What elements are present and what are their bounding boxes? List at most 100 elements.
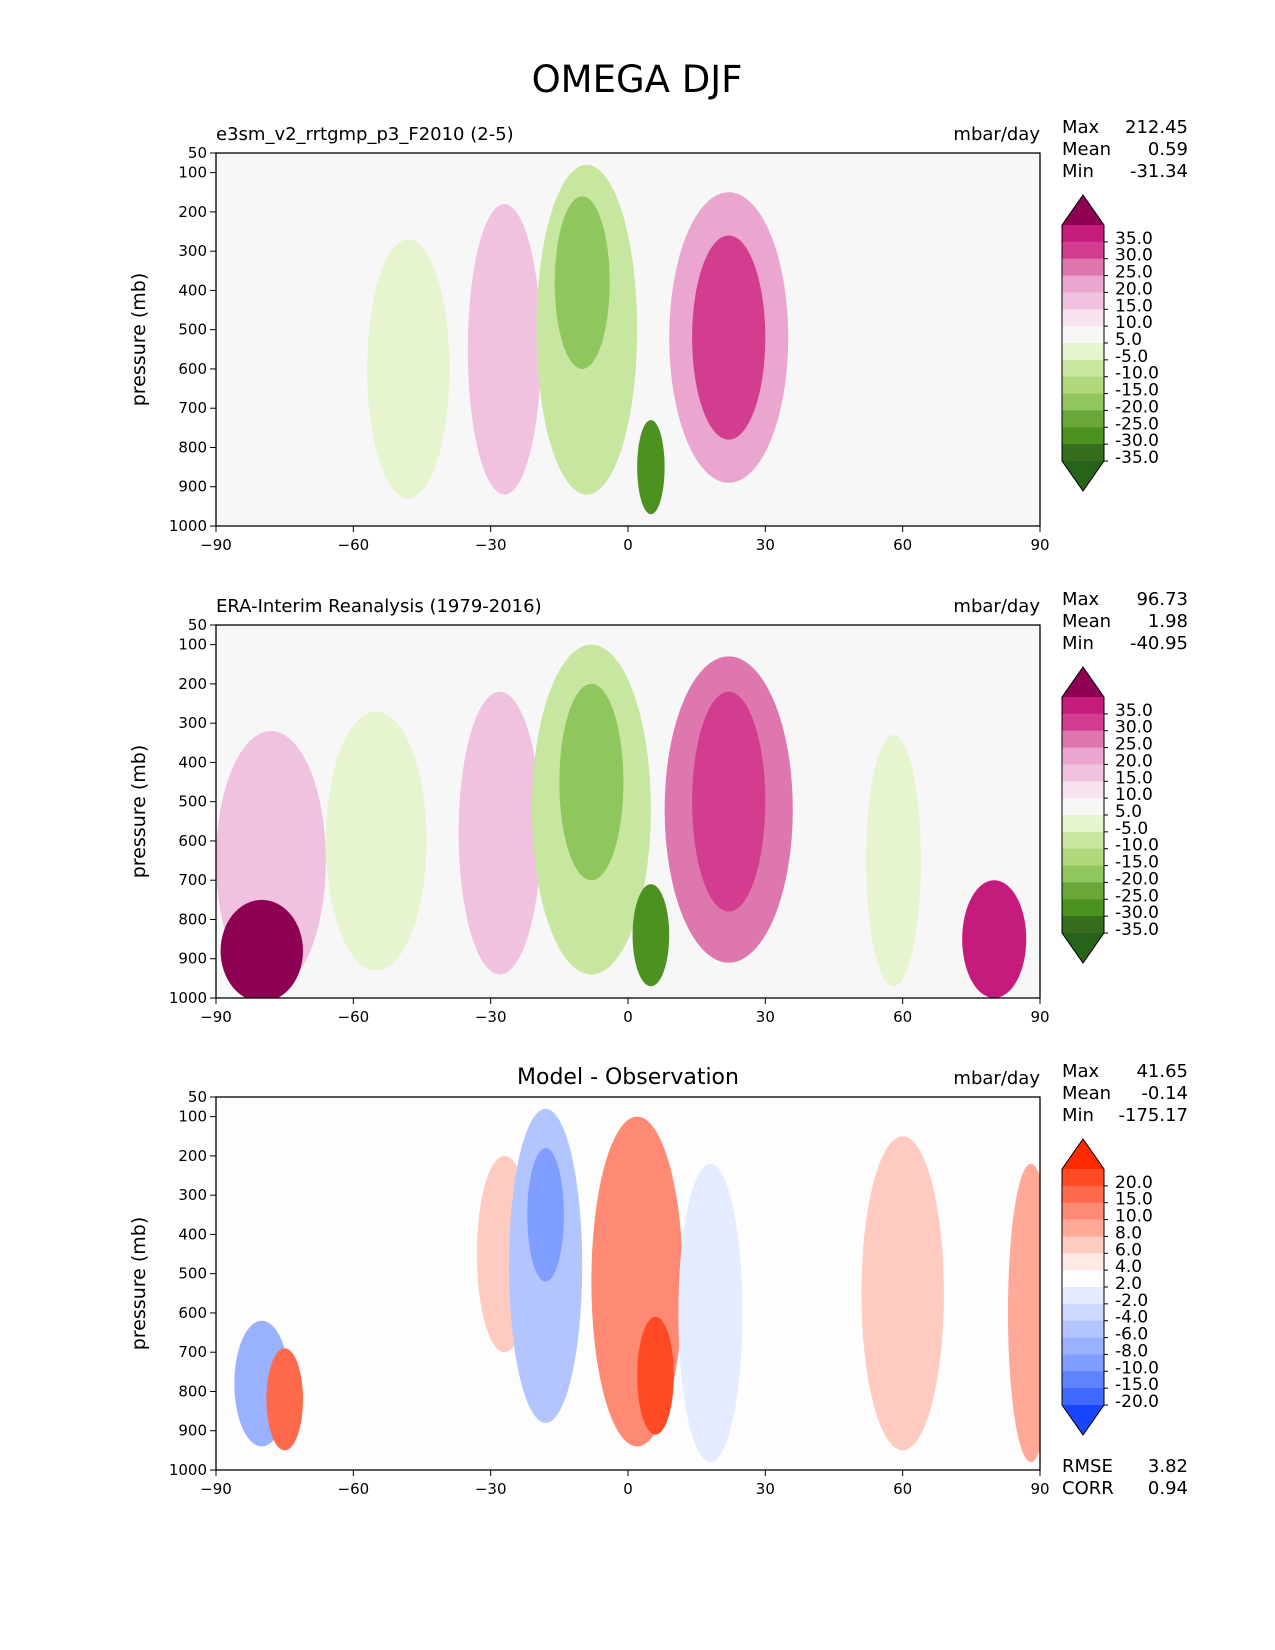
contour-field bbox=[216, 644, 1027, 998]
colorbar-label: -15.0 bbox=[1115, 1375, 1159, 1395]
x-tick-label: −60 bbox=[338, 536, 370, 554]
colorbar-band bbox=[1062, 359, 1104, 378]
stat-label: Mean bbox=[1062, 611, 1111, 632]
units-label: mbar/day bbox=[953, 124, 1040, 145]
contour-positive-south-high-latitude bbox=[266, 1348, 303, 1451]
y-tick-label: 500 bbox=[178, 793, 207, 811]
colorbar-band bbox=[1062, 1270, 1104, 1288]
contour-negative-core-at-8 bbox=[559, 683, 624, 881]
colorbar-label: -10.0 bbox=[1115, 836, 1159, 856]
metric-label: CORR bbox=[1062, 1478, 1114, 1499]
y-tick-label: 50 bbox=[188, 144, 207, 162]
colorbar-label: -10.0 bbox=[1115, 364, 1159, 384]
colorbar-label: -2.0 bbox=[1115, 1291, 1148, 1311]
colorbar-band bbox=[1062, 1287, 1104, 1305]
stat-label: Mean bbox=[1062, 139, 1111, 160]
x-tick-label: −60 bbox=[338, 1008, 370, 1026]
y-tick-label: 300 bbox=[178, 1186, 207, 1204]
colorbar-label: -35.0 bbox=[1115, 448, 1159, 468]
colorbar-label: 30.0 bbox=[1115, 718, 1153, 738]
panel-title: ERA-Interim Reanalysis (1979-2016) bbox=[216, 596, 542, 617]
colorbar-label: 20.0 bbox=[1115, 1173, 1153, 1193]
x-tick-label: 90 bbox=[1030, 536, 1049, 554]
y-tick-label: 900 bbox=[178, 950, 207, 968]
colorbar-band bbox=[1062, 326, 1104, 344]
y-tick-label: 800 bbox=[178, 438, 207, 456]
y-tick-label: 500 bbox=[178, 1265, 207, 1283]
x-tick-label: −30 bbox=[475, 1008, 507, 1026]
colorbar-band bbox=[1062, 427, 1104, 445]
colorbar-label: 30.0 bbox=[1115, 246, 1153, 266]
stat-value: 0.59 bbox=[1148, 139, 1188, 160]
colorbar-band bbox=[1062, 848, 1104, 867]
y-tick-label: 900 bbox=[178, 1422, 207, 1440]
contour-negative-band-near-55 bbox=[325, 711, 427, 971]
colorbar-band bbox=[1062, 309, 1104, 327]
colorbar-label: 4.0 bbox=[1115, 1257, 1142, 1277]
colorbar-band bbox=[1062, 343, 1104, 361]
colorbar-band bbox=[1062, 376, 1104, 395]
colorbar-label: 5.0 bbox=[1115, 802, 1142, 822]
colorbar-band bbox=[1062, 275, 1104, 293]
y-axis-label: pressure (mb) bbox=[128, 1217, 150, 1351]
y-tick-label: 1000 bbox=[169, 517, 207, 535]
colorbar-band bbox=[1062, 747, 1104, 765]
colorbar-band bbox=[1062, 241, 1104, 260]
y-tick-label: 100 bbox=[178, 1108, 207, 1126]
colorbar-band bbox=[1062, 882, 1104, 900]
contour-positive-core-at-6 bbox=[637, 1316, 674, 1435]
colorbar-band bbox=[1062, 1202, 1104, 1221]
contour-positive-band-at-60 bbox=[861, 1136, 944, 1451]
colorbar-label: 20.0 bbox=[1115, 279, 1153, 299]
contour-field bbox=[367, 164, 789, 515]
colorbar-label: 35.0 bbox=[1115, 701, 1153, 721]
contour-negative-band-near-48 bbox=[367, 239, 450, 499]
stat-value: -175.17 bbox=[1119, 1105, 1188, 1126]
colorbar-label: 15.0 bbox=[1115, 296, 1153, 316]
colorbar-label: 5.0 bbox=[1115, 330, 1142, 350]
colorbar-label: -25.0 bbox=[1115, 886, 1159, 906]
colorbar-label: 15.0 bbox=[1115, 1190, 1153, 1210]
colorbar-label: -8.0 bbox=[1115, 1341, 1148, 1361]
colorbar-extend-top bbox=[1062, 667, 1104, 697]
x-tick-label: −60 bbox=[338, 1480, 370, 1498]
colorbar-label: -4.0 bbox=[1115, 1308, 1148, 1328]
colorbar-label: 15.0 bbox=[1115, 768, 1153, 788]
y-tick-label: 300 bbox=[178, 242, 207, 260]
colorbar-extend-bottom bbox=[1062, 1405, 1104, 1435]
y-tick-label: 50 bbox=[188, 616, 207, 634]
stat-value: -40.95 bbox=[1130, 633, 1188, 654]
y-tick-label: 800 bbox=[178, 910, 207, 928]
colorbar-band bbox=[1062, 292, 1104, 310]
x-tick-label: 90 bbox=[1030, 1008, 1049, 1026]
stat-label: Mean bbox=[1062, 1083, 1111, 1104]
colorbar-label: -15.0 bbox=[1115, 381, 1159, 401]
y-axis-label: pressure (mb) bbox=[128, 273, 150, 407]
colorbar-band bbox=[1062, 781, 1104, 799]
x-tick-label: −30 bbox=[475, 1480, 507, 1498]
contour-positive-band-at-88 bbox=[1007, 1163, 1040, 1463]
colorbar-band bbox=[1062, 1169, 1104, 1187]
x-tick-label: 30 bbox=[756, 1480, 775, 1498]
colorbar-band bbox=[1062, 831, 1104, 850]
contour-negative-core-at-18 bbox=[527, 1148, 564, 1282]
colorbar-band bbox=[1062, 1320, 1104, 1339]
x-tick-label: 60 bbox=[893, 1480, 912, 1498]
colorbar-extend-top bbox=[1062, 1139, 1104, 1169]
y-axis-label: pressure (mb) bbox=[128, 745, 150, 879]
metric-label: RMSE bbox=[1062, 1456, 1113, 1477]
contour-negative-core-at-5 bbox=[637, 419, 665, 515]
stat-value: 1.98 bbox=[1148, 611, 1188, 632]
y-tick-label: 1000 bbox=[169, 989, 207, 1007]
y-tick-label: 900 bbox=[178, 478, 207, 496]
stat-value: -0.14 bbox=[1141, 1083, 1188, 1104]
colorbar-band bbox=[1062, 798, 1104, 816]
contour-positive-north-high-latitude bbox=[962, 880, 1027, 998]
colorbar-label: -20.0 bbox=[1115, 1392, 1159, 1412]
colorbar-band bbox=[1062, 1371, 1104, 1389]
colorbar-label: -20.0 bbox=[1115, 869, 1159, 889]
x-tick-label: 90 bbox=[1030, 1480, 1049, 1498]
y-tick-label: 400 bbox=[178, 753, 207, 771]
units-label: mbar/day bbox=[953, 1068, 1040, 1089]
colorbar-label: -10.0 bbox=[1115, 1358, 1159, 1378]
